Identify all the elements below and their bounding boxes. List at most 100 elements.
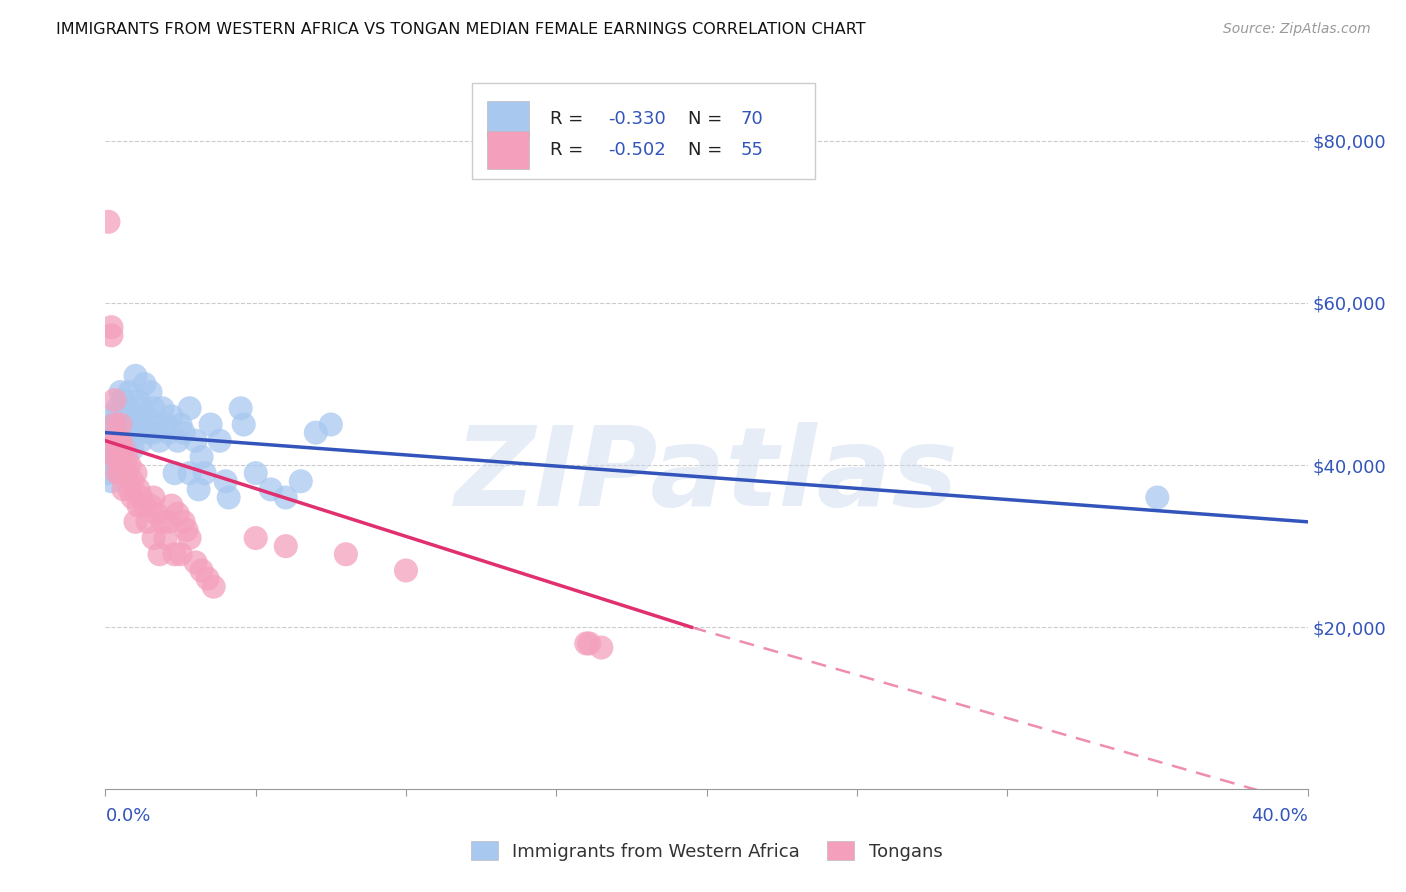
Point [142,425,165,440]
Text: R =: R = [550,141,589,159]
Point [179,531,201,545]
Point [202,580,225,594]
Point [184,555,207,569]
Point [274,491,297,505]
Point [103,450,125,464]
Point [395,564,418,578]
Point [100,417,122,432]
Point [142,491,165,505]
Point [157,515,180,529]
Point [245,466,267,480]
Point [121,475,143,489]
Point [110,434,132,448]
Point [148,547,170,561]
FancyBboxPatch shape [486,131,529,169]
Point [124,368,146,383]
Text: -0.502: -0.502 [607,141,665,159]
Point [274,539,297,553]
Point [128,393,150,408]
Point [107,450,129,464]
Point [166,434,188,448]
Point [245,531,267,545]
Text: 40.0%: 40.0% [1251,807,1308,825]
Point [142,401,165,416]
Point [118,434,141,448]
Point [163,466,186,480]
Point [128,417,150,432]
Point [163,547,186,561]
Point [136,425,159,440]
Point [107,466,129,480]
Point [142,531,165,545]
Point [194,466,217,480]
Point [200,417,222,432]
Point [103,434,125,448]
Point [115,425,138,440]
Point [103,393,125,408]
Point [128,499,150,513]
Point [107,434,129,448]
Point [107,417,129,432]
Point [169,417,191,432]
Point [112,417,135,432]
Point [208,434,231,448]
Text: N =: N = [689,111,728,128]
Point [100,475,122,489]
Point [229,401,252,416]
Point [124,515,146,529]
Point [110,417,132,432]
Point [131,434,153,448]
Point [121,491,143,505]
Point [197,572,219,586]
Point [176,523,198,537]
Point [136,515,159,529]
Point [103,425,125,440]
Point [128,483,150,497]
Point [110,450,132,464]
Point [97,450,120,464]
Point [1146,491,1168,505]
Point [115,466,138,480]
Point [115,401,138,416]
Point [118,458,141,472]
Point [190,450,212,464]
Point [148,434,170,448]
Point [103,417,125,432]
Legend: Immigrants from Western Africa, Tongans: Immigrants from Western Africa, Tongans [461,832,952,870]
Point [134,499,156,513]
Point [110,425,132,440]
Text: 55: 55 [740,141,763,159]
Point [112,393,135,408]
Point [139,499,162,513]
Point [112,458,135,472]
Point [115,466,138,480]
Point [107,434,129,448]
Point [112,483,135,497]
Text: 70: 70 [740,111,763,128]
FancyBboxPatch shape [472,83,814,179]
Point [214,475,236,489]
Point [134,376,156,391]
Point [115,450,138,464]
Point [166,507,188,521]
Point [152,401,174,416]
Text: N =: N = [689,141,728,159]
Point [100,328,122,343]
Point [131,491,153,505]
Point [575,636,598,650]
Point [97,466,120,480]
Point [179,401,201,416]
Point [179,466,201,480]
Point [145,417,167,432]
Point [155,417,177,432]
Text: 0.0%: 0.0% [105,807,150,825]
Point [97,215,120,229]
Point [100,320,122,334]
Text: ZIPatlas: ZIPatlas [454,422,959,529]
Text: IMMIGRANTS FROM WESTERN AFRICA VS TONGAN MEDIAN FEMALE EARNINGS CORRELATION CHAR: IMMIGRANTS FROM WESTERN AFRICA VS TONGAN… [56,22,866,37]
Point [232,417,254,432]
Point [107,401,129,416]
Point [139,385,162,400]
Point [145,507,167,521]
Point [110,466,132,480]
